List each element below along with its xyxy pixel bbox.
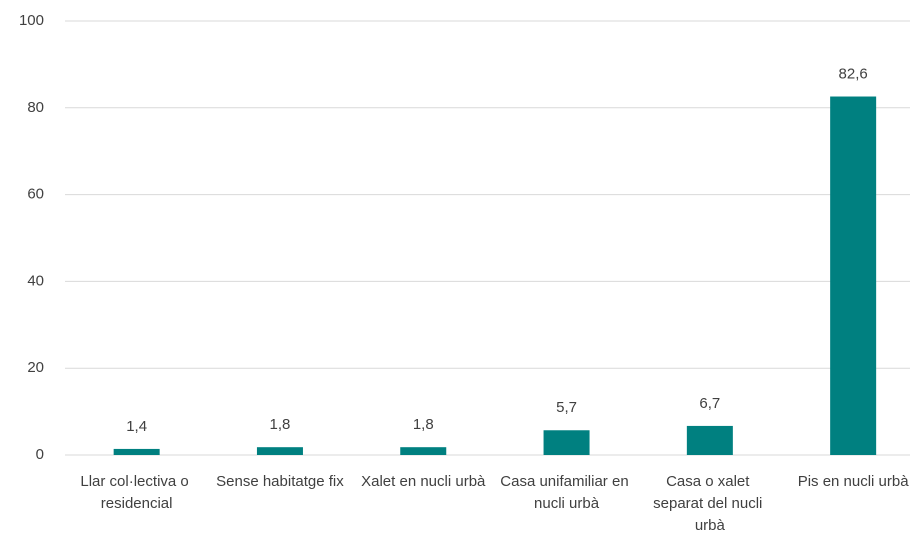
bar: [686, 425, 733, 455]
x-tick-label: Casa unifamiliar en nucli urbà: [500, 473, 633, 512]
bar: [543, 430, 590, 455]
bar: [400, 447, 447, 455]
y-tick-label: 80: [27, 99, 44, 116]
y-tick-label: 0: [36, 446, 44, 463]
data-label: 82,6: [839, 65, 868, 82]
y-tick-label: 100: [19, 12, 44, 29]
data-label: 1,8: [413, 416, 434, 433]
x-tick-label: Pis en nucli urbà: [798, 473, 910, 490]
y-tick-label: 20: [27, 359, 44, 376]
x-tick-label: Casa o xalet separat del nucli urbà: [653, 473, 766, 534]
x-tick-label: Sense habitatge fix: [216, 473, 344, 490]
y-tick-label: 60: [27, 186, 44, 203]
data-label: 1,4: [126, 418, 147, 435]
data-label: 1,8: [270, 416, 291, 433]
x-tick-label: Xalet en nucli urbà: [361, 473, 486, 490]
data-label: 6,7: [699, 395, 720, 412]
x-tick-label: Llar col·lectiva o residencial: [80, 473, 193, 512]
bar: [256, 447, 303, 455]
y-tick-label: 40: [27, 272, 44, 289]
bar: [830, 96, 877, 456]
bar: [113, 448, 160, 455]
data-label: 5,7: [556, 399, 577, 416]
